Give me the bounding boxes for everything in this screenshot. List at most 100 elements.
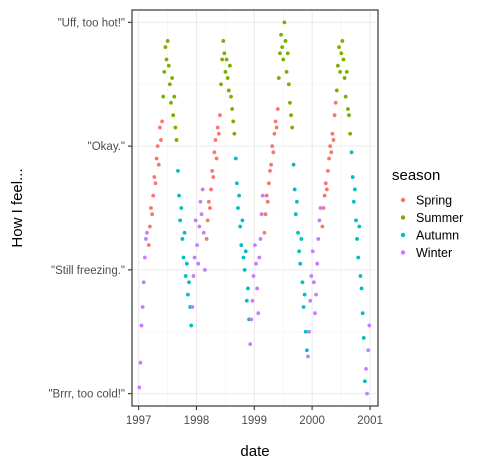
legend-key-spring (400, 197, 406, 203)
data-point-autumn (177, 193, 181, 198)
legend-key-autumn (400, 232, 406, 238)
data-point-winter (257, 255, 262, 260)
data-point-summer (289, 113, 293, 118)
data-point-winter (315, 261, 320, 266)
data-point-winter (202, 267, 207, 272)
data-point-spring (213, 138, 218, 142)
data-point-spring (329, 150, 334, 155)
data-point-winter (140, 305, 145, 309)
data-point-winter (248, 342, 253, 347)
legend-items: Spring Summer Autumn Winter (400, 194, 463, 260)
data-point-winter (256, 311, 261, 316)
data-point-summer (166, 63, 171, 68)
data-point-autumn (359, 286, 364, 291)
data-point-autumn (349, 150, 354, 155)
data-point-summer (230, 107, 235, 111)
data-points (137, 20, 372, 396)
data-point-spring (326, 168, 330, 173)
data-point-winter (249, 317, 254, 322)
plot-border (131, 9, 379, 407)
data-point-spring (218, 113, 222, 118)
data-point-summer (225, 76, 230, 80)
data-point-autumn (302, 292, 307, 297)
data-point-summer (280, 45, 285, 50)
data-point-winter (255, 286, 260, 291)
data-point-summer (227, 63, 232, 68)
data-point-autumn (242, 267, 247, 272)
data-point-winter (192, 255, 197, 260)
data-point-autumn (351, 199, 356, 204)
data-point-winter (137, 385, 142, 390)
data-point-summer (340, 39, 345, 43)
data-point-spring (156, 162, 161, 167)
data-point-spring (206, 199, 211, 204)
legend-key-summer (400, 215, 406, 220)
x-tick-label: 2001 (357, 415, 383, 427)
data-point-autumn (246, 286, 250, 291)
data-point-spring (323, 181, 328, 186)
data-point-summer (221, 39, 226, 43)
data-point-spring (208, 206, 212, 210)
legend-key-winter (400, 250, 406, 255)
data-point-spring (331, 138, 336, 142)
data-point-winter (191, 274, 196, 278)
y-axis: "Brrr, too cold!" "Still freezing." "Okay.… (48, 17, 132, 401)
data-point-winter (260, 193, 265, 198)
data-point-autumn (301, 305, 306, 309)
data-point-summer (284, 69, 289, 74)
data-point-winter (310, 249, 315, 254)
data-point-winter (259, 212, 264, 217)
data-point-autumn (186, 292, 190, 297)
data-point-spring (150, 212, 155, 217)
data-point-summer (290, 125, 295, 130)
data-point-autumn (182, 230, 187, 235)
data-point-summer (341, 57, 346, 62)
legend-label-spring: Spring (416, 194, 452, 208)
data-point-summer (173, 125, 178, 130)
data-point-spring (157, 125, 162, 130)
data-point-autumn (176, 168, 180, 173)
data-point-autumn (355, 237, 359, 241)
data-point-summer (165, 39, 170, 43)
x-tick-label: 1997 (126, 415, 152, 427)
data-point-summer (232, 131, 237, 136)
data-point-summer (169, 100, 173, 105)
minor-gridlines (132, 10, 378, 406)
data-point-winter (313, 311, 317, 316)
data-point-winter (308, 298, 313, 303)
data-point-spring (211, 175, 216, 179)
data-point-autumn (241, 255, 246, 260)
data-point-winter (364, 366, 368, 371)
data-point-autumn (354, 218, 358, 223)
data-point-winter (198, 199, 203, 204)
data-point-autumn (298, 261, 303, 266)
data-point-winter (139, 323, 144, 328)
data-point-winter (251, 274, 256, 278)
data-point-spring (152, 175, 157, 179)
data-point-winter (195, 243, 200, 248)
data-point-spring (160, 119, 165, 124)
data-point-autumn (236, 206, 240, 210)
data-point-spring (265, 199, 270, 204)
data-point-autumn (296, 230, 300, 235)
data-point-winter (142, 255, 147, 260)
data-point-autumn (239, 243, 244, 248)
data-point-spring (270, 144, 275, 149)
data-point-winter (141, 280, 146, 285)
data-point-autumn (291, 162, 296, 167)
data-point-summer (170, 76, 174, 80)
data-point-summer (338, 69, 343, 74)
data-point-winter (311, 280, 316, 285)
data-point-spring (274, 125, 279, 130)
data-point-autumn (244, 298, 249, 303)
data-point-summer (339, 51, 344, 56)
data-point-summer (276, 76, 281, 80)
data-point-spring (216, 131, 221, 136)
data-point-spring (330, 131, 335, 136)
y-axis-title: How I feel... (9, 168, 26, 247)
data-point-winter (144, 237, 148, 241)
data-point-summer (167, 82, 172, 87)
data-point-spring (327, 156, 331, 161)
data-point-summer (229, 94, 233, 99)
data-point-spring (214, 156, 219, 161)
